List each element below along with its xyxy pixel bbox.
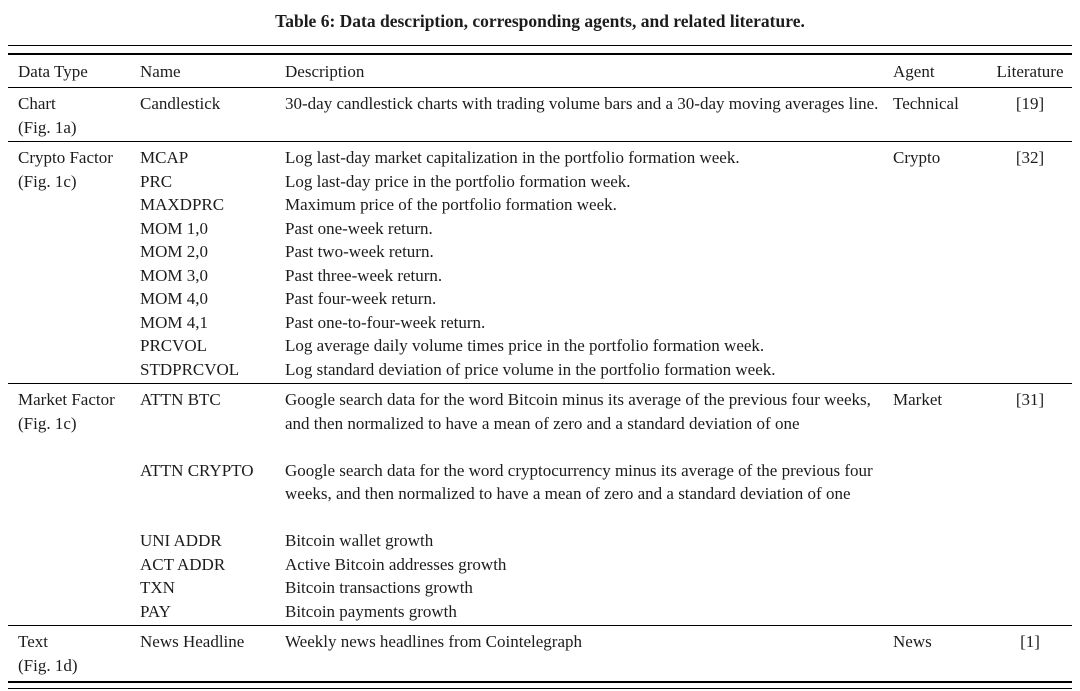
header-row: Data Type Name Description Agent Literat…: [8, 55, 1072, 88]
entry-name: PRC: [140, 171, 173, 191]
entry-row: STDPRCVOL Log standard deviation of pric…: [140, 358, 893, 382]
header-name: Name: [140, 61, 181, 81]
bottom-rule: [8, 681, 1072, 689]
entry-name: MOM 2,0: [140, 242, 209, 261]
entry-row: MOM 4,1 Past one-to-four-week return.: [140, 311, 893, 335]
entries-cell: ATTN BTC Google search data for the word…: [140, 388, 893, 623]
data-type-label: Market Factor: [18, 390, 115, 409]
data-type-cell: Text (Fig. 1d): [8, 630, 140, 677]
data-type-cell: Crypto Factor (Fig. 1c): [8, 146, 140, 381]
entry-description: Past one-to-four-week return.: [285, 312, 486, 332]
entry-description: Google search data for the word cryptocu…: [285, 460, 873, 504]
table-row-text: Text (Fig. 1d) News Headline Weekly news…: [8, 626, 1072, 681]
literature-cell: [31]: [1015, 390, 1045, 409]
entry-name: ATTN BTC: [140, 390, 221, 409]
top-rule: [8, 44, 1072, 55]
header-description: Description: [285, 61, 365, 81]
header-data-type: Data Type: [18, 61, 88, 81]
agent-cell: Technical: [893, 94, 959, 113]
entry-name: MOM 1,0: [140, 218, 209, 238]
literature-cell: [32]: [1015, 148, 1045, 167]
table-row-chart: Chart (Fig. 1a) Candlestick 30-day candl…: [8, 88, 1072, 142]
data-type-label: Chart: [18, 94, 56, 113]
entry-row: Candlestick 30-day candlestick charts wi…: [140, 92, 893, 139]
header-literature: Literature: [996, 61, 1064, 81]
entry-row: MOM 2,0 Past two-week return.: [140, 240, 893, 264]
entry-name: STDPRCVOL: [140, 359, 240, 379]
entry-row: ATTN CRYPTO Google search data for the w…: [140, 459, 893, 530]
entries-cell: MCAP Log last-day market capitalization …: [140, 146, 893, 381]
data-table: Data Type Name Description Agent Literat…: [8, 44, 1072, 689]
table-row-market-factor: Market Factor (Fig. 1c) ATTN BTC Google …: [8, 384, 1072, 626]
entry-name: MOM 4,1: [140, 312, 209, 332]
entry-name: MAXDPRC: [140, 195, 225, 214]
agent-cell: News: [893, 632, 932, 651]
figure-label: (Fig. 1c): [18, 171, 77, 191]
entry-name: ATTN CRYPTO: [140, 460, 254, 480]
entry-description: Past three-week return.: [285, 265, 443, 285]
entry-row: PAY Bitcoin payments growth: [140, 600, 893, 624]
entry-description: 30-day candlestick charts with trading v…: [285, 94, 879, 113]
entry-description: Past two-week return.: [285, 242, 434, 261]
entry-name: MOM 3,0: [140, 265, 209, 285]
figure-label: (Fig. 1c): [18, 413, 77, 433]
data-type-cell: Chart (Fig. 1a): [8, 92, 140, 139]
entry-description: Google search data for the word Bitcoin …: [285, 390, 871, 433]
entries-cell: Candlestick 30-day candlestick charts wi…: [140, 92, 893, 139]
entry-description: Log average daily volume times price in …: [285, 336, 765, 355]
literature-cell: [1]: [1020, 632, 1040, 651]
entry-name: PAY: [140, 601, 171, 621]
entry-row: TXN Bitcoin transactions growth: [140, 576, 893, 600]
entry-row: ATTN BTC Google search data for the word…: [140, 388, 893, 459]
entry-row: UNI ADDR Bitcoin wallet growth: [140, 529, 893, 553]
table-row-crypto-factor: Crypto Factor (Fig. 1c) MCAP Log last-da…: [8, 142, 1072, 384]
entry-name: TXN: [140, 578, 175, 597]
entry-name: UNI ADDR: [140, 531, 222, 550]
entry-description: Past four-week return.: [285, 289, 437, 308]
entry-description: Log last-day market capitalization in th…: [285, 148, 740, 167]
header-agent: Agent: [893, 61, 935, 81]
entry-row: MAXDPRC Maximum price of the portfolio f…: [140, 193, 893, 217]
entry-description: Log standard deviation of price volume i…: [285, 359, 776, 379]
entry-row: MOM 1,0 Past one-week return.: [140, 217, 893, 241]
entry-name: MOM 4,0: [140, 289, 209, 308]
entry-row: PRC Log last-day price in the portfolio …: [140, 170, 893, 194]
entry-description: Past one-week return.: [285, 218, 433, 238]
entry-name: MCAP: [140, 148, 189, 167]
figure-label: (Fig. 1d): [18, 655, 78, 675]
entries-cell: News Headline Weekly news headlines from…: [140, 630, 893, 677]
entry-description: Log last-day price in the portfolio form…: [285, 171, 631, 191]
entry-description: Bitcoin transactions growth: [285, 578, 473, 597]
entry-name: PRCVOL: [140, 336, 208, 355]
entry-description: Maximum price of the portfolio formation…: [285, 195, 617, 214]
entry-description: Weekly news headlines from Cointelegraph: [285, 632, 582, 651]
entry-row: ACT ADDR Active Bitcoin addresses growth: [140, 553, 893, 577]
figure-label: (Fig. 1a): [18, 117, 77, 137]
data-type-label: Text: [18, 632, 48, 651]
literature-cell: [19]: [1015, 94, 1045, 113]
data-type-label: Crypto Factor: [18, 148, 113, 167]
entry-row: MCAP Log last-day market capitalization …: [140, 146, 893, 170]
header-name-description: Name Description: [140, 60, 893, 84]
entry-row: MOM 4,0 Past four-week return.: [140, 287, 893, 311]
entry-description: Bitcoin payments growth: [285, 601, 457, 621]
entry-name: Candlestick: [140, 94, 221, 113]
entry-name: ACT ADDR: [140, 554, 226, 574]
data-type-cell: Market Factor (Fig. 1c): [8, 388, 140, 623]
entry-row: News Headline Weekly news headlines from…: [140, 630, 893, 654]
entry-row: PRCVOL Log average daily volume times pr…: [140, 334, 893, 358]
agent-cell: Market: [893, 390, 943, 409]
table-title: Table 6: Data description, corresponding…: [275, 11, 805, 31]
entry-row: MOM 3,0 Past three-week return.: [140, 264, 893, 288]
entry-description: Active Bitcoin addresses growth: [285, 554, 507, 574]
agent-cell: Crypto: [893, 148, 941, 167]
entry-name: News Headline: [140, 632, 245, 651]
entry-description: Bitcoin wallet growth: [285, 531, 434, 550]
